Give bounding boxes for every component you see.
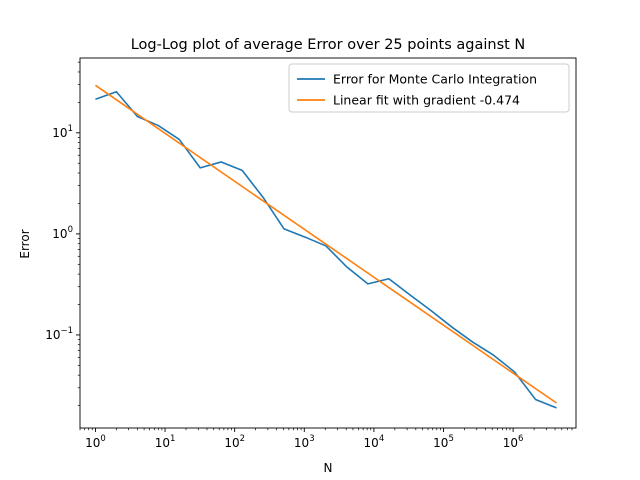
y-axis: 10−1 100 101 — [45, 61, 80, 406]
chart-title: Log-Log plot of average Error over 25 po… — [131, 37, 526, 53]
series-line-0 — [95, 90, 557, 409]
plot-area — [79, 57, 577, 429]
x-tick-label: 100 — [85, 434, 106, 450]
x-tick-label: 106 — [503, 434, 524, 450]
legend-label-0: Error for Monte Carlo Integration — [333, 72, 537, 87]
y-tick-label: 100 — [52, 225, 73, 241]
legend: Error for Monte Carlo Integration Linear … — [288, 63, 570, 113]
y-axis-label: Error — [18, 229, 32, 258]
x-tick-label: 104 — [364, 434, 385, 450]
legend-box — [288, 63, 570, 113]
axes-frame — [79, 57, 577, 429]
x-tick-label: 103 — [294, 434, 315, 450]
x-tick-label: 101 — [155, 434, 176, 450]
series-line-1 — [94, 84, 557, 404]
y-tick-label: 101 — [52, 124, 73, 140]
x-axis: 100 101 102 103 104 105 106 — [79, 428, 573, 450]
x-tick-label: 102 — [224, 434, 245, 450]
x-tick-label: 105 — [433, 434, 454, 450]
y-tick-label: 10−1 — [45, 326, 73, 342]
legend-label-1: Linear fit with gradient -0.474 — [333, 93, 520, 108]
x-axis-label: N — [324, 461, 333, 475]
